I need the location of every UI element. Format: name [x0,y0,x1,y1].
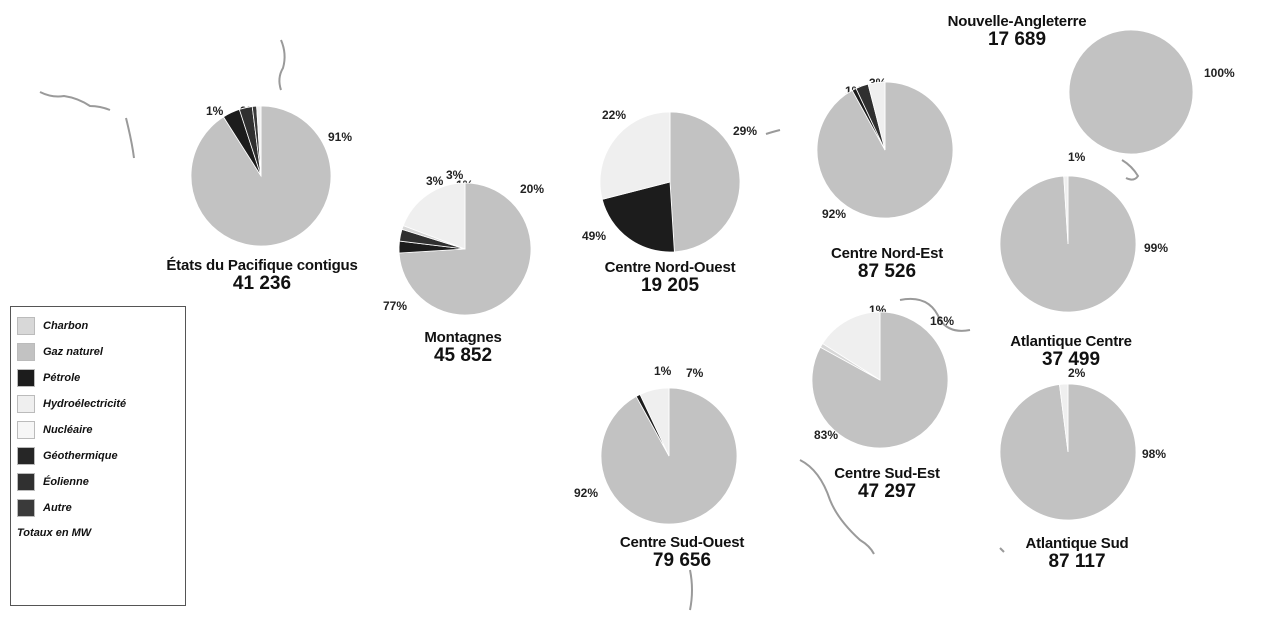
legend-swatch [17,369,35,387]
legend-item-petroleum: Pétrole [17,365,179,391]
region-label-northwest-center: Centre Nord-Ouest 19 205 [605,260,736,296]
legend-unit: Totaux en MW [17,527,92,539]
slice-percent-label: 1% [1068,150,1086,164]
slice-percent-label: 29% [733,124,758,138]
pie-chart-southwest-center [600,387,738,525]
slice-percent-label: 100% [1204,66,1235,80]
legend-swatch [17,317,35,335]
region-label-northeast-center: Centre Nord-Est 87 526 [831,246,943,282]
slice-percent-label: 22% [602,108,627,122]
pie-slice-petroleum [601,181,675,253]
legend-item-geothermal: Géothermique [17,443,179,469]
region-label-mountains: Montagnes 45 852 [424,329,502,366]
slice-percent-label: 3% [446,168,464,182]
slice-percent-label: 91% [328,130,353,144]
region-total-mw: 41 236 [232,272,292,294]
slice-percent-label: 7% [686,366,704,380]
slice-percent-label: 1% [654,364,672,378]
legend-swatch [17,421,35,439]
legend-label: Éolienne [43,476,89,488]
slice-percent-label: 98% [1142,447,1167,461]
region-name: Centre Nord-Est [830,245,944,262]
pie-slice-hydro [639,387,670,457]
region-name: Nouvelle-Angleterre [947,13,1087,30]
legend-swatch [17,343,35,361]
legend-items: Charbon Gaz naturel Pétrole Hydroélectricit… [17,313,179,521]
slice-percent-label: 92% [574,486,599,500]
pie-slice-hydro [402,182,466,250]
pie-slice-hydro [867,81,886,151]
pie-slice-hydro [1063,175,1069,245]
pie-slice-hydro [256,105,262,177]
slice-percent-label: 1% [206,104,224,118]
legend-label: Autre [43,502,72,514]
pie-chart-mid-atlantic [999,175,1137,313]
region-label-new-england: Nouvelle-Angleterre 17 689 [948,14,1087,50]
pie-slice-natural_gas [669,111,741,253]
legend-swatch [17,499,35,517]
region-total-mw: 45 852 [433,344,493,366]
region-name: Atlantique Centre [1010,333,1132,350]
region-name: Montagnes [424,329,502,346]
pie-chart-south-atlantic [999,383,1137,521]
slice-percent-label: 2% [1068,366,1086,380]
pie-slice-hydro [1059,383,1069,453]
pie-slice-natural_gas [811,311,949,449]
legend-item-wind: Éolienne [17,469,179,495]
slice-percent-label: 3% [426,174,444,188]
region-label-southeast-center: Centre Sud-Est 47 297 [834,466,940,502]
legend-label: Hydroélectricité [43,398,127,410]
region-name: Atlantique Sud [1025,535,1129,552]
map-coastline [39,39,1140,611]
region-total-mw: 79 656 [652,549,712,571]
region-total-mw: 87 117 [1048,550,1106,572]
pie-chart-new-england [1068,29,1194,155]
slice-percent-label: 77% [383,299,408,313]
legend-item-coal: Charbon [17,313,179,339]
slice-percent-label: 83% [814,428,839,442]
region-name: Centre Nord-Ouest [604,259,736,276]
pie-slice-natural_gas [1068,29,1194,155]
legend-item-hydro: Hydroélectricité [17,391,179,417]
region-name: États du Pacifique contigus [166,257,358,274]
pie-chart-northwest-center [599,111,741,253]
pie-chart-pacific [190,105,332,247]
region-total-mw: 87 526 [857,260,917,282]
region-label-pacific: États du Pacifique contigus 41 236 [166,258,357,294]
slice-percent-label: 20% [520,182,545,196]
region-label-southwest-center: Centre Sud-Ouest 79 656 [619,534,745,571]
slice-percent-label: 92% [822,207,847,221]
region-label-south-atlantic: Atlantique Sud 87 117 [1025,536,1128,572]
pie-chart-mountains [398,182,532,316]
slice-percent-label: 49% [582,229,607,243]
legend-swatch [17,395,35,413]
region-total-mw: 19 205 [640,274,700,296]
legend: Charbon Gaz naturel Pétrole Hydroélectricit… [10,306,186,606]
legend-label: Pétrole [43,372,81,384]
region-total-mw: 17 689 [987,28,1047,50]
legend-item-nuclear: Nucléaire [17,417,179,443]
pie-slice-hydro [822,311,881,381]
region-label-mid-atlantic: Atlantique Centre 37 499 [1010,334,1132,370]
slice-percent-label: 16% [930,314,955,328]
slice-percent-label: 99% [1144,241,1169,255]
region-name: Centre Sud-Ouest [619,534,745,551]
legend-swatch [17,447,35,465]
legend-item-other: Autre [17,495,179,521]
legend-swatch [17,473,35,491]
pie-chart-southeast-center [811,311,949,449]
legend-label: Nucléaire [43,424,93,436]
region-total-mw: 47 297 [857,480,917,502]
region-total-mw: 37 499 [1041,348,1101,370]
legend-label: Charbon [43,320,89,332]
pie-chart-northeast-center [816,81,954,219]
legend-label: Géothermique [43,450,118,462]
pie-slice-hydro [599,111,671,200]
legend-label: Gaz naturel [43,346,103,358]
region-name: Centre Sud-Est [834,465,940,482]
legend-item-natural_gas: Gaz naturel [17,339,179,365]
